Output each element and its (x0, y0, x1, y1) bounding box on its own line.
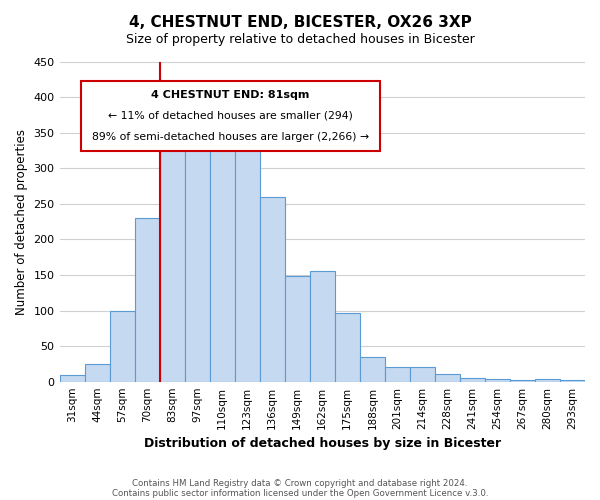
Bar (185, 118, 209, 382)
Text: 89% of semi-detached houses are larger (2,266) →: 89% of semi-detached houses are larger (… (92, 132, 369, 142)
FancyBboxPatch shape (80, 80, 380, 151)
Bar (260, 196, 285, 382)
Bar (160, 122, 185, 382)
X-axis label: Distribution of detached houses by size in Bicester: Distribution of detached houses by size … (144, 437, 501, 450)
Bar (134, 218, 160, 382)
Bar (385, 366, 410, 382)
Text: Contains public sector information licensed under the Open Government Licence v.: Contains public sector information licen… (112, 488, 488, 498)
Bar (235, 127, 260, 382)
Y-axis label: Number of detached properties: Number of detached properties (15, 128, 28, 314)
Bar (460, 378, 485, 382)
Bar (209, 115, 235, 382)
Text: Size of property relative to detached houses in Bicester: Size of property relative to detached ho… (125, 32, 475, 46)
Bar (535, 379, 560, 382)
Bar (560, 380, 585, 382)
Text: 4 CHESTNUT END: 81sqm: 4 CHESTNUT END: 81sqm (151, 90, 310, 100)
Text: Contains HM Land Registry data © Crown copyright and database right 2024.: Contains HM Land Registry data © Crown c… (132, 478, 468, 488)
Bar (435, 374, 460, 382)
Bar (360, 358, 385, 382)
Bar (410, 366, 435, 382)
Bar (285, 276, 310, 382)
Text: 4, CHESTNUT END, BICESTER, OX26 3XP: 4, CHESTNUT END, BICESTER, OX26 3XP (128, 15, 472, 30)
Bar (510, 380, 535, 382)
Bar (85, 364, 110, 382)
Bar (485, 379, 510, 382)
Bar (59, 374, 85, 382)
Bar (110, 310, 134, 382)
Text: ← 11% of detached houses are smaller (294): ← 11% of detached houses are smaller (29… (108, 111, 353, 121)
Bar (335, 314, 360, 382)
Bar (310, 272, 335, 382)
